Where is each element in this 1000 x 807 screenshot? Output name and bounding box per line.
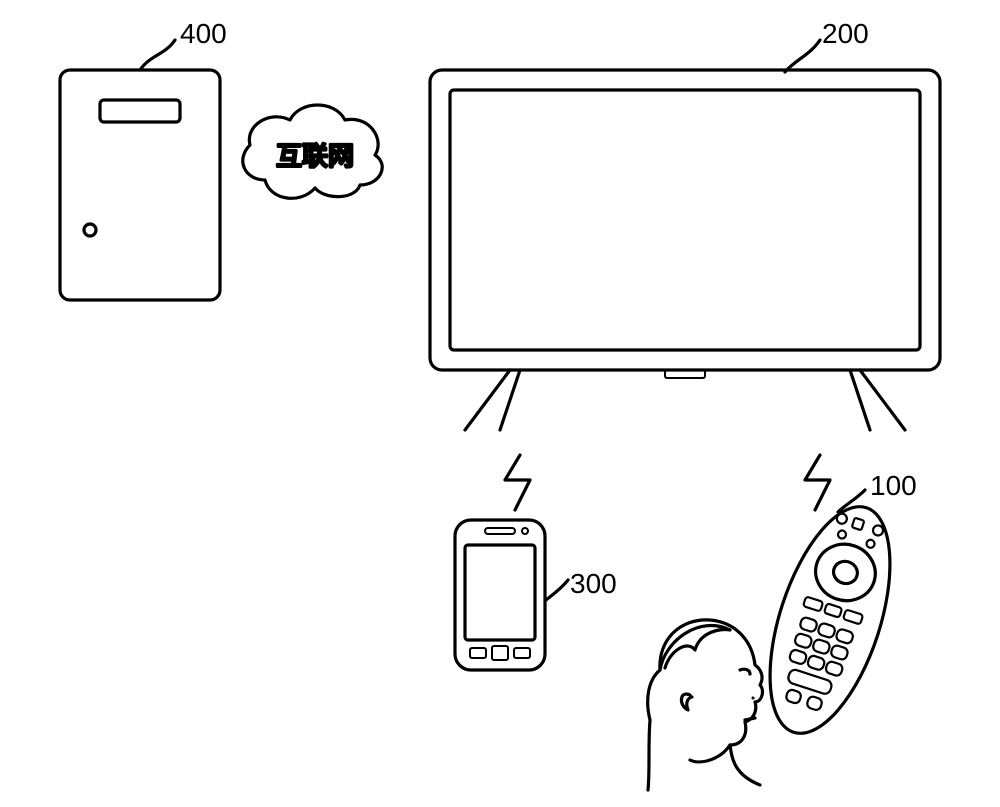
diagram-svg: 互联网 [0, 0, 1000, 807]
ref-label-200: 200 [822, 18, 869, 50]
server-icon [60, 70, 220, 300]
cloud-label: 互联网 [276, 141, 354, 171]
leader-400 [140, 40, 175, 70]
ref-label-100: 100 [870, 470, 917, 502]
wireless-remote-icon [805, 455, 830, 510]
ref-label-400: 400 [180, 18, 227, 50]
diagram-stage: 互联网 [0, 0, 1000, 807]
leader-200 [785, 40, 820, 72]
remote-icon [746, 492, 914, 747]
phone-icon [455, 520, 545, 670]
ref-label-300: 300 [570, 568, 617, 600]
tv-icon [430, 70, 940, 430]
user-icon [648, 620, 763, 790]
wireless-phone-icon [505, 455, 530, 510]
leader-300 [546, 580, 568, 600]
